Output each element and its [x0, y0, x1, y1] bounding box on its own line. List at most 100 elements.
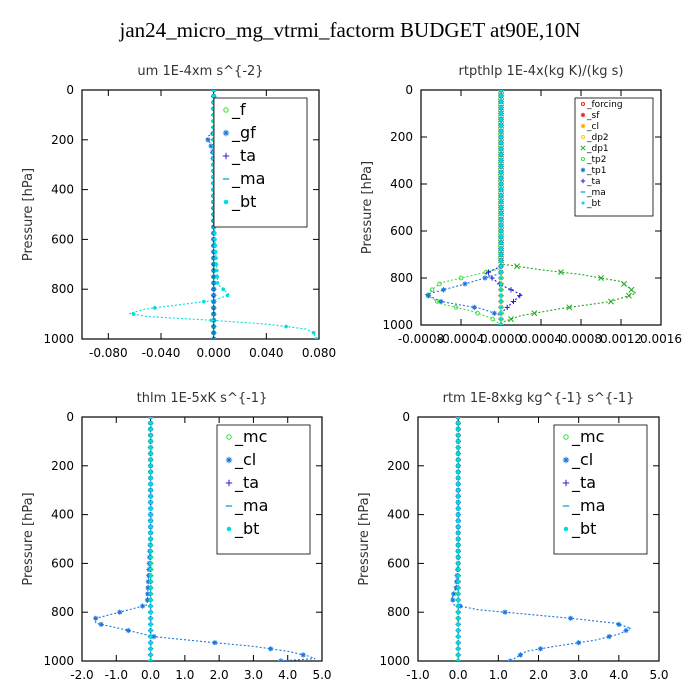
data-point — [502, 609, 508, 615]
legend-marker — [580, 167, 586, 173]
data-point — [499, 123, 503, 128]
data-point — [456, 616, 460, 621]
data-point — [148, 470, 153, 474]
x-tick-label: -1.0 — [105, 668, 128, 682]
data-point — [499, 293, 503, 298]
x-tick-label: 1.0 — [175, 668, 194, 682]
data-point — [456, 417, 460, 419]
data-point — [139, 603, 146, 609]
y-tick-label: 1000 — [382, 318, 413, 332]
series-group — [450, 417, 633, 661]
legend-marker — [223, 107, 229, 113]
data-point — [616, 621, 622, 627]
data-point — [214, 256, 218, 260]
data-point — [499, 111, 503, 116]
data-point — [456, 573, 460, 578]
data-point — [456, 549, 460, 554]
data-point — [623, 627, 629, 634]
y-axis-label: Pressure [hPa] — [357, 492, 372, 585]
y-tick-label: 400 — [51, 508, 74, 522]
series-line-bt — [129, 90, 317, 339]
legend-marker — [226, 526, 232, 532]
data-point — [148, 573, 153, 578]
x-tick-label: -0.080 — [89, 346, 128, 360]
data-point — [510, 298, 517, 305]
x-tick-label: 1.0 — [489, 668, 508, 682]
data-point — [148, 585, 153, 590]
data-point — [208, 143, 214, 149]
x-tick-label: 0.0000 — [480, 332, 522, 346]
legend-label: _cl — [571, 450, 593, 470]
legend-label: _f — [231, 100, 246, 120]
data-point — [148, 579, 153, 584]
data-point — [213, 243, 218, 248]
legend-label: _bt — [234, 519, 259, 539]
data-point — [93, 615, 99, 621]
legend-label: _ta — [231, 146, 256, 166]
legend-marker — [562, 456, 570, 464]
y-tick-label: 200 — [390, 130, 413, 144]
data-point — [117, 609, 123, 615]
panel-1: um 1E-4xm s^{-2} Pressure [hPa] -0.080 -0.0… — [21, 64, 336, 360]
data-point — [499, 199, 503, 204]
x-tick-label: -1.0 — [406, 668, 429, 682]
data-point — [211, 336, 217, 339]
data-point — [456, 463, 460, 468]
data-point — [213, 250, 218, 254]
y-axis-label: Pressure [hPa] — [360, 161, 375, 254]
legend-marker — [580, 156, 586, 162]
data-point — [499, 287, 503, 292]
data-point — [311, 330, 316, 335]
data-point — [214, 268, 219, 273]
data-point — [148, 417, 153, 419]
data-point — [499, 129, 503, 133]
x-tick-label: 0.040 — [249, 346, 283, 360]
data-point — [456, 457, 460, 462]
legend-label: _ta — [586, 177, 601, 187]
data-point — [148, 421, 153, 425]
data-point — [153, 306, 157, 310]
y-tick-label: 800 — [51, 282, 74, 296]
data-point — [499, 94, 503, 98]
x-tick-label: 3.0 — [244, 668, 263, 682]
legend-label: _bt — [231, 192, 256, 212]
data-point — [148, 610, 153, 615]
data-point — [499, 323, 503, 325]
legend-marker — [580, 145, 586, 151]
data-point — [456, 598, 460, 602]
legend: _mc _cl _ta _ma _bt — [553, 424, 648, 555]
data-point — [456, 653, 460, 657]
legend-label: _ta — [234, 473, 259, 493]
figure-title: jan24_micro_mg_vtrmi_factorm BUDGET at90… — [119, 18, 581, 42]
data-point — [621, 280, 627, 287]
data-point — [125, 627, 131, 634]
x-tick-label: 2.0 — [529, 668, 548, 682]
data-point — [499, 205, 503, 210]
panel-3: thlm 1E-5xK s^{-1} Pressure [hPa] -2.0 -1.0… — [21, 391, 332, 682]
data-point — [456, 476, 460, 480]
data-point — [499, 193, 503, 198]
legend-box — [213, 97, 308, 228]
legend-label: _dp2 — [586, 133, 609, 143]
legend-label: _sf — [586, 111, 600, 121]
legend-label: _ta — [571, 473, 596, 493]
data-point — [499, 158, 503, 163]
data-point — [499, 217, 503, 222]
x-tick-label: -2.0 — [70, 668, 93, 682]
y-tick-label: 800 — [387, 605, 410, 619]
legend-marker — [226, 434, 232, 440]
y-tick-label: 400 — [51, 183, 74, 197]
data-point — [456, 451, 460, 456]
data-point — [606, 634, 612, 640]
y-tick-label: 400 — [390, 177, 413, 191]
legend-label: _gf — [231, 123, 256, 143]
data-point — [499, 317, 503, 321]
data-point — [456, 506, 460, 511]
data-point — [456, 628, 460, 633]
data-point — [144, 597, 150, 603]
data-point — [458, 275, 464, 281]
legend-label: _cl — [586, 122, 599, 132]
data-point — [499, 90, 503, 92]
data-point — [456, 646, 460, 651]
data-point — [456, 555, 460, 560]
